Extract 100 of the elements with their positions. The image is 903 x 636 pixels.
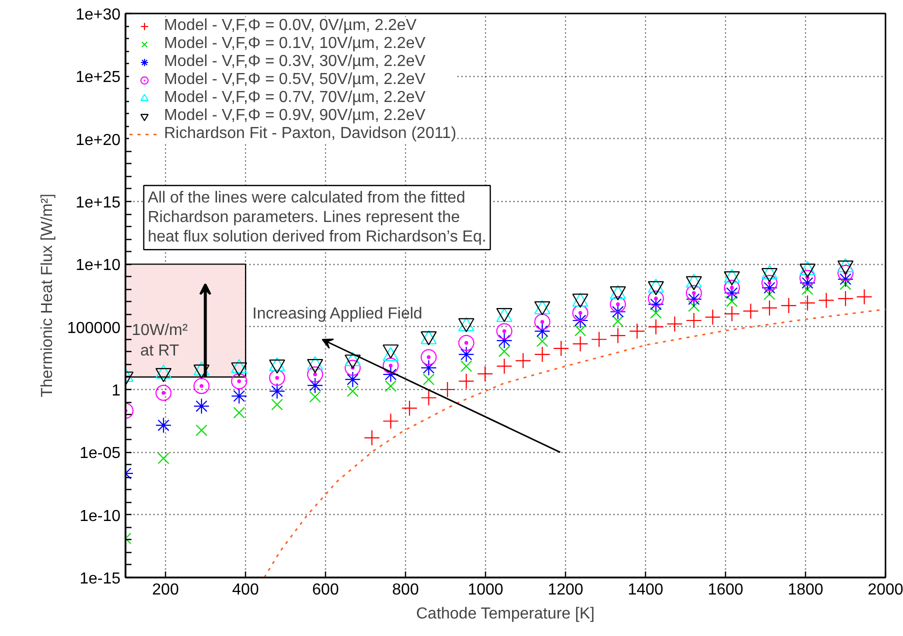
point: [496, 323, 512, 340]
annotation: All of the lines were calculated from the fitted Richardson parameters. Lines represent the heat flux solution derived from Richardson’s Eq.: [148, 190, 486, 246]
point: [269, 370, 286, 386]
point: [344, 371, 361, 388]
point: [193, 378, 210, 394]
x-tick-label: 1400: [628, 582, 664, 598]
x-tick-label: 200: [152, 582, 179, 598]
point: [726, 295, 738, 308]
point: [536, 335, 548, 348]
y-tick-label: 1e+10: [76, 257, 121, 274]
point: [158, 452, 170, 464]
y-tick-label: 1e-05: [80, 445, 121, 462]
y-tick-label: 1e+25: [76, 69, 121, 86]
point: [382, 358, 399, 374]
point: [799, 274, 816, 291]
point: [364, 430, 380, 446]
point: [458, 346, 474, 362]
point: [840, 278, 852, 290]
y-tick-label: 1e-15: [80, 570, 121, 588]
point: [271, 398, 283, 410]
point: [534, 323, 550, 340]
point: [780, 297, 797, 314]
point: [460, 360, 472, 372]
y-tick-label: 100000: [67, 320, 121, 337]
x-tick-label: 1800: [788, 582, 824, 598]
point: [233, 406, 245, 419]
legend-label: Model - V,F,Φ = 0.7V, 70V/µm, 2.2eV: [164, 89, 426, 107]
point: [764, 288, 776, 300]
point: [648, 290, 664, 307]
point: [231, 388, 248, 404]
point: [761, 300, 778, 316]
point: [799, 270, 816, 286]
y-tick-label: 1e+15: [76, 194, 121, 212]
point: [648, 318, 664, 335]
point: [591, 331, 608, 348]
point: [572, 304, 588, 321]
point: [724, 306, 740, 322]
point: [629, 323, 646, 340]
point: [231, 373, 248, 390]
point: [650, 307, 662, 319]
point: [534, 314, 550, 330]
point: [686, 312, 702, 329]
point: [610, 328, 626, 344]
legend-label: Model - V,F,Φ = 0.9V, 90V/µm, 2.2eV: [164, 107, 426, 125]
point: [155, 417, 172, 434]
point: [496, 358, 512, 374]
point: [686, 284, 702, 302]
point: [307, 377, 324, 394]
point: [439, 381, 456, 398]
point: [155, 384, 172, 401]
x-tick-label: 1200: [548, 582, 584, 598]
point: [666, 316, 683, 332]
legend-label: Model - V,F,Φ = 0.3V, 30V/µm, 2.2eV: [164, 53, 426, 71]
point: [193, 398, 210, 414]
point: [534, 346, 550, 362]
x-tick-label: 1600: [708, 582, 744, 598]
point: [802, 283, 814, 296]
y-tick-label: 1e-10: [80, 508, 121, 525]
point: [761, 274, 778, 291]
x-tick-label: 800: [392, 582, 419, 598]
point: [307, 366, 324, 382]
point: [553, 340, 570, 356]
point: [420, 360, 437, 376]
point: [344, 360, 361, 376]
point: [724, 280, 740, 296]
point: [420, 390, 437, 406]
point: [269, 383, 286, 400]
x-tick-label: 400: [232, 582, 259, 598]
legend-label: Model - V,F,Φ = 0.1V, 10V/µm, 2.2eV: [164, 35, 426, 53]
y-tick-label: 1e+20: [76, 132, 121, 149]
y-tick-label: 1e+30: [76, 6, 121, 24]
point: [837, 290, 854, 307]
point: [761, 280, 778, 296]
point: [496, 332, 512, 349]
legend-label: Richardson Fit - Paxton, Davidson (2011): [164, 125, 456, 143]
point: [742, 303, 759, 320]
point: [382, 413, 399, 430]
point: [612, 315, 624, 328]
y-tick-label: 1: [112, 382, 121, 400]
point: [346, 385, 359, 397]
point: [498, 346, 510, 358]
annotation: Increasing Applied Field: [252, 306, 422, 323]
point: [477, 366, 494, 382]
y-axis-title: Thermionic Heat Flux [W/m²]: [39, 194, 56, 398]
x-axis-title: Cathode Temperature [K]: [416, 606, 595, 622]
point: [610, 296, 626, 312]
point: [196, 424, 208, 436]
point: [422, 374, 435, 386]
point: [458, 373, 474, 390]
band-label: 10W/m² at RT: [132, 322, 188, 360]
legend-label: Model - V,F,Φ = 0.5V, 50V/µm, 2.2eV: [164, 71, 426, 89]
x-tick-label: 1000: [468, 582, 504, 598]
point: [648, 296, 664, 312]
point: [515, 352, 532, 369]
point: [384, 380, 397, 392]
point: [458, 334, 474, 351]
point: [401, 400, 418, 416]
point: [420, 349, 437, 366]
x-tick-label: 2000: [868, 582, 903, 598]
point: [799, 294, 816, 312]
